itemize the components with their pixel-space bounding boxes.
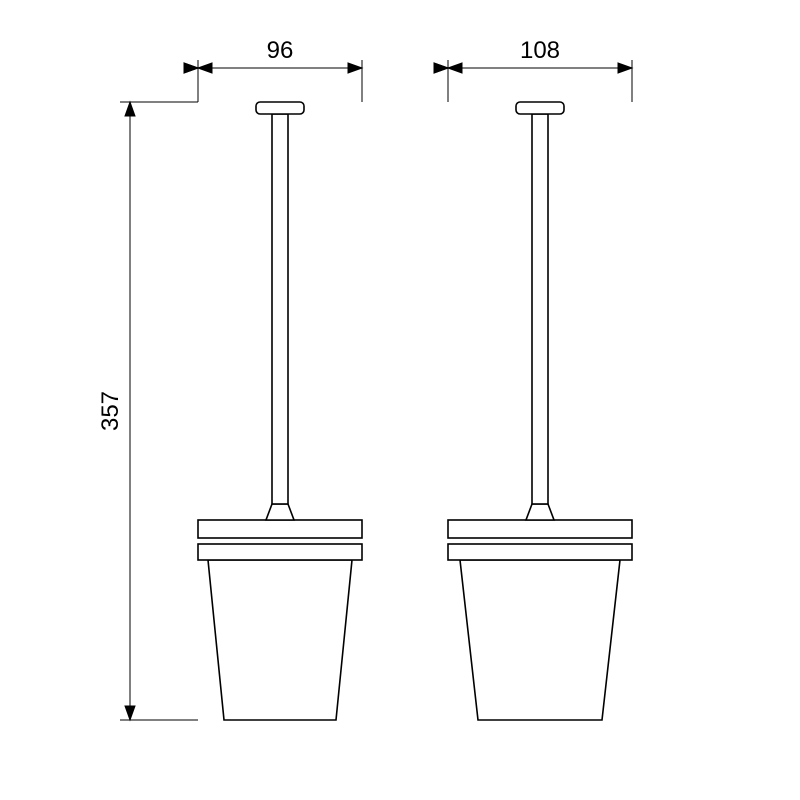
- dimension-label: 357: [97, 391, 124, 431]
- dimension-label: 96: [267, 37, 294, 64]
- dimension-label: 108: [520, 37, 560, 64]
- technical-drawing: 96 108 357: [0, 0, 800, 800]
